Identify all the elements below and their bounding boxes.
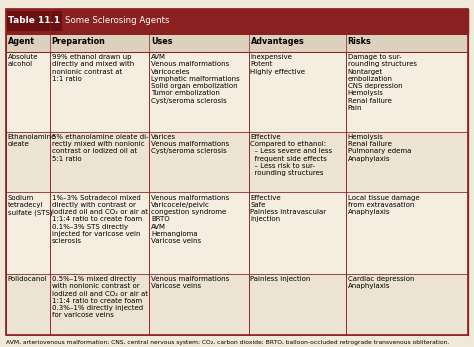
Text: Some Sclerosing Agents: Some Sclerosing Agents <box>65 16 169 25</box>
Bar <box>7 11 62 31</box>
Text: Cardiac depression
Anaphylaxis: Cardiac depression Anaphylaxis <box>347 276 414 289</box>
Bar <box>6 274 468 335</box>
Bar <box>6 192 468 274</box>
Bar <box>6 132 468 192</box>
Text: Table 11.1: Table 11.1 <box>8 16 60 25</box>
Text: Local tissue damage
from extravasation
Anaphylaxis: Local tissue damage from extravasation A… <box>347 195 419 215</box>
Text: Damage to sur-
rounding structures
Nontarget
embolization
CNS depression
Hemolys: Damage to sur- rounding structures Nonta… <box>347 54 417 111</box>
Text: Effective
Compared to ethanol:
  – Less severe and less
  frequent side effects
: Effective Compared to ethanol: – Less se… <box>250 134 333 176</box>
Text: Effective
Safe
Painless intravascular
injection: Effective Safe Painless intravascular in… <box>250 195 327 222</box>
Text: Venous malformations
Varicose veins: Venous malformations Varicose veins <box>151 276 229 289</box>
Bar <box>6 34 468 52</box>
Text: Painless injection: Painless injection <box>250 276 311 282</box>
Bar <box>6 52 468 132</box>
Text: Absolute
alcohol: Absolute alcohol <box>8 54 38 67</box>
Text: 0.5%–1% mixed directly
with nonionic contrast or
iodized oil and CO₂ or air at
1: 0.5%–1% mixed directly with nonionic con… <box>52 276 147 319</box>
Text: 99% ethanol drawn up
directly and mixed with
nonionic contrast at
1:1 ratio: 99% ethanol drawn up directly and mixed … <box>52 54 134 82</box>
Bar <box>6 9 468 34</box>
Text: Preparation: Preparation <box>52 37 105 46</box>
Text: 1%–3% Sotradecol mixed
directly with contrast or
iodized oil and CO₂ or air at
1: 1%–3% Sotradecol mixed directly with con… <box>52 195 147 244</box>
Text: AVM, arteriovenous malformation; CNS, central nervous system; CO₂, carbon dioxid: AVM, arteriovenous malformation; CNS, ce… <box>6 340 449 345</box>
Text: Inexpensive
Potent
Highly effective: Inexpensive Potent Highly effective <box>250 54 305 75</box>
Text: Venous malformations
Varicocele/pelvic
congestion syndrome
BRTO
AVM
Hemangioma
V: Venous malformations Varicocele/pelvic c… <box>151 195 229 244</box>
Text: 5% ethanolamine oleate di-
rectly mixed with nonionic
contrast or iodized oil at: 5% ethanolamine oleate di- rectly mixed … <box>52 134 148 162</box>
Text: Agent: Agent <box>8 37 35 46</box>
Text: Varices
Venous malformations
Cyst/seroma sclerosis: Varices Venous malformations Cyst/seroma… <box>151 134 229 154</box>
Text: Hemolysis
Renal failure
Pulmonary edema
Anaphylaxis: Hemolysis Renal failure Pulmonary edema … <box>347 134 411 162</box>
Text: AVM
Venous malformations
Varicoceles
Lymphatic malformations
Solid organ emboliz: AVM Venous malformations Varicoceles Lym… <box>151 54 240 104</box>
Text: Sodium
tetradecyl
sulfate (STS): Sodium tetradecyl sulfate (STS) <box>8 195 52 216</box>
Text: Risks: Risks <box>347 37 371 46</box>
Text: Ethanolamine
oleate: Ethanolamine oleate <box>8 134 56 147</box>
Text: Uses: Uses <box>151 37 173 46</box>
Text: Advantages: Advantages <box>250 37 304 46</box>
Text: Polidocanol: Polidocanol <box>8 276 47 282</box>
